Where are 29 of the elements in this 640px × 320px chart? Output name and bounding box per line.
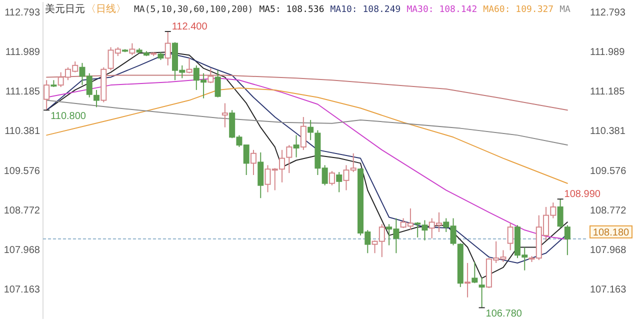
y2-tick-label: 108.772 — [590, 205, 627, 216]
line-series — [46, 74, 568, 111]
y-tick-label: 107.968 — [4, 244, 40, 256]
y-tick-label: 110.381 — [4, 126, 40, 138]
annotation: 106.780 — [486, 308, 522, 320]
y-tick-label: 111.989 — [5, 47, 40, 58]
annotation: 110.800 — [43, 110, 86, 122]
annotation: 106.780 — [478, 307, 522, 320]
y2-tick-label: 107.968 — [590, 244, 627, 256]
ref-label: 108.180 — [590, 225, 632, 238]
y2-tick-label: 111.185 — [590, 86, 626, 98]
ref-line-label: 108.180 — [592, 227, 630, 238]
y2-tick-label: 112.793 — [590, 8, 626, 19]
legend: MA(5,10,30,60,100,200) MA5: 108.536 MA10: 108.249 MA30: 108.142 MA60: 109.327 MA — [134, 5, 570, 15]
annotation: 108.990 — [556, 189, 600, 200]
y2-tick-label: 107.163 — [590, 284, 627, 296]
annotation: 112.400 — [164, 22, 208, 32]
annotation: 112.400 — [172, 21, 208, 32]
y-tick-label: 108.772 — [4, 205, 40, 216]
y2-tick-label: 110.381 — [590, 126, 626, 138]
y2-tick-label: 111.989 — [590, 47, 626, 58]
title: 美元日元〈日线〉 — [45, 4, 126, 15]
annotation: 108.990 — [564, 189, 601, 200]
y-tick-label: 112.793 — [4, 8, 40, 19]
y-tick-label: 111.185 — [5, 86, 40, 98]
y2-tick-label: 109.576 — [590, 166, 627, 177]
annotation: 110.800 — [50, 111, 86, 122]
y-tick-label: 109.576 — [4, 166, 40, 177]
y-tick-label: 107.163 — [4, 284, 40, 296]
